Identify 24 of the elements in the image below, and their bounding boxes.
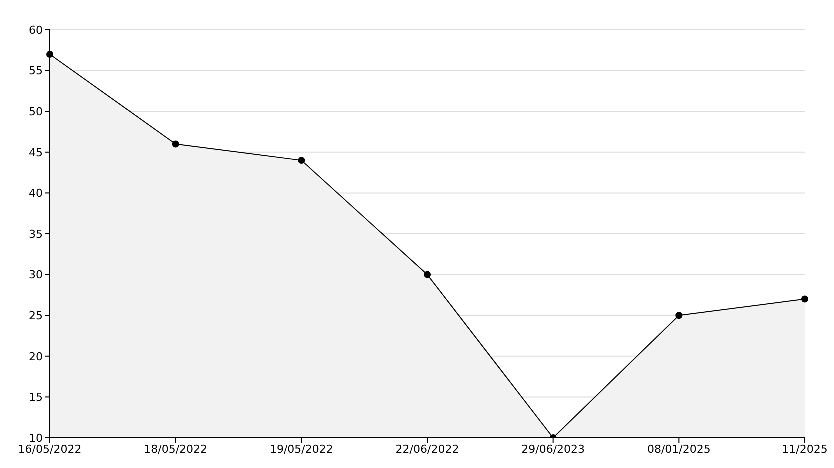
x-tick-label: 11/2025 — [782, 442, 828, 456]
y-tick-label: 60 — [29, 24, 43, 37]
x-tick-label: 19/05/2022 — [270, 442, 334, 456]
y-tick-label: 10 — [29, 432, 43, 445]
y-tick-label: 15 — [29, 391, 43, 404]
y-tick-label: 30 — [29, 268, 43, 282]
point — [172, 140, 180, 148]
x-tick-label: 18/05/2022 — [144, 442, 208, 456]
x-tick-label: 29/06/2023 — [522, 442, 586, 456]
x-tick-label: 16/05/2022 — [18, 442, 82, 456]
y-tick-label: 45 — [29, 146, 43, 160]
point — [46, 50, 54, 58]
y-tick-label: 35 — [29, 228, 43, 241]
y-tick-label: 50 — [29, 106, 43, 119]
y-tick-label: 40 — [29, 187, 43, 200]
y-tick-label: 20 — [29, 350, 43, 364]
y-tick-label: 25 — [29, 310, 43, 323]
point — [676, 312, 683, 320]
point — [298, 157, 306, 164]
point — [802, 296, 808, 303]
y-tick-label: 55 — [29, 64, 43, 78]
point — [424, 271, 431, 278]
x-tick-label: 08/01/2025 — [647, 442, 711, 456]
x-tick-label: 22/06/2022 — [396, 442, 460, 456]
